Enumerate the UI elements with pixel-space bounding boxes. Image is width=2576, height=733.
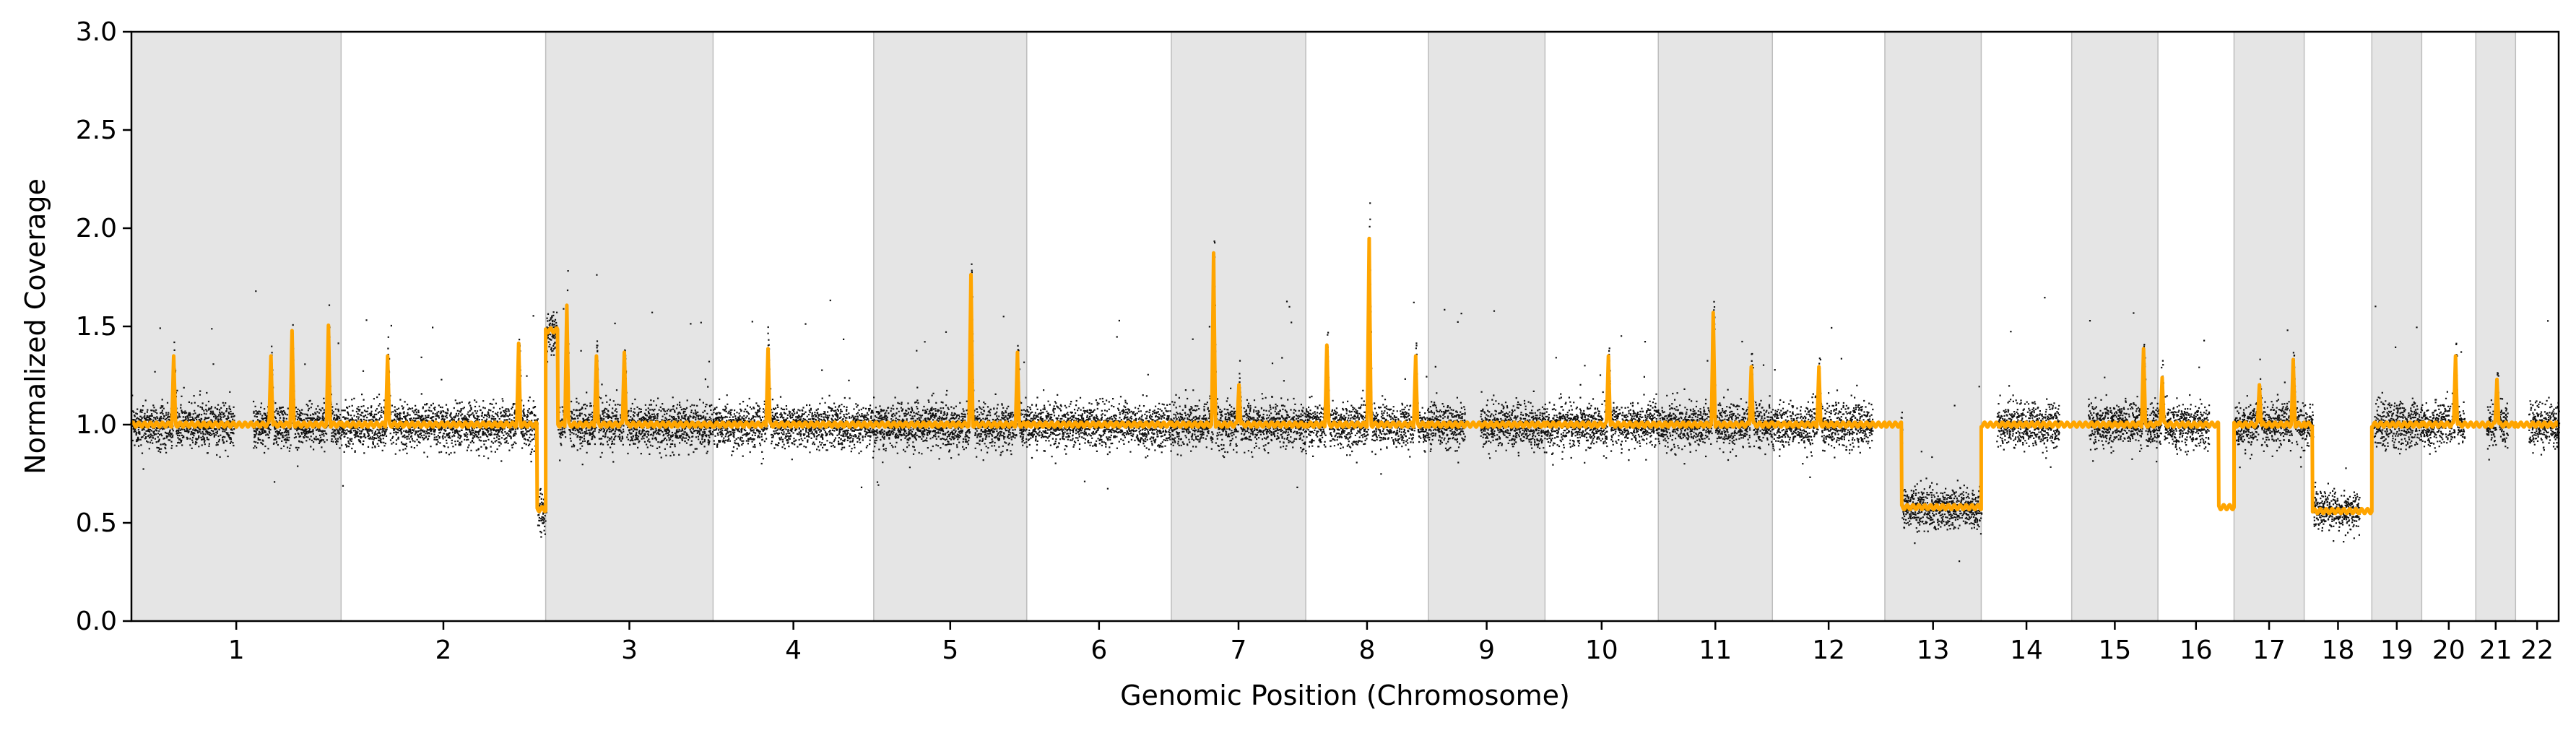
x-tick-label-chr6: 6 xyxy=(1090,636,1107,665)
segment-line-layer xyxy=(129,236,2561,516)
y-tick-label: 2.0 xyxy=(76,214,117,243)
x-tick-label-chr14: 14 xyxy=(2010,636,2043,665)
x-tick-label-chr5: 5 xyxy=(942,636,958,665)
plot-frame xyxy=(130,30,2560,623)
chromosome-shade-1 xyxy=(131,31,342,622)
y-axis: 0.0 0.5 1.0 1.5 2.0 2.5 3.0 xyxy=(76,17,131,636)
x-tick-label-chr1: 1 xyxy=(228,636,245,665)
chromosome-shade-9 xyxy=(1428,31,1546,622)
x-tick-label-chr17: 17 xyxy=(2252,636,2286,665)
chromosome-shade-3 xyxy=(545,31,714,622)
x-tick-label-chr19: 19 xyxy=(2380,636,2414,665)
chromosome-shade-15 xyxy=(2070,31,2159,622)
chromosome-shade-21 xyxy=(2475,31,2517,622)
chromosome-shade-13 xyxy=(1884,31,1982,622)
y-tick-label: 0.0 xyxy=(76,607,117,636)
y-tick-label: 2.5 xyxy=(76,116,117,145)
y-tick-label: 1.5 xyxy=(76,312,117,342)
x-tick-label-chr11: 11 xyxy=(1699,636,1732,665)
chromosome-shade-17 xyxy=(2233,31,2305,622)
x-tick-label-chr8: 8 xyxy=(1358,636,1375,665)
segment-line xyxy=(129,236,2561,516)
y-tick-label: 3.0 xyxy=(76,17,117,47)
x-tick-label-chr2: 2 xyxy=(435,636,452,665)
coverage-points xyxy=(131,202,2561,563)
y-tick-label: 1.0 xyxy=(76,410,117,440)
x-tick-label-chr9: 9 xyxy=(1478,636,1495,665)
chromosome-shade-11 xyxy=(1657,31,1774,622)
x-tick-label-chr18: 18 xyxy=(2322,636,2355,665)
x-tick-label-chr3: 3 xyxy=(621,636,638,665)
x-tick-label-chr15: 15 xyxy=(2098,636,2131,665)
chromosome-shade-19 xyxy=(2371,31,2423,622)
chromosome-shading xyxy=(131,31,2517,622)
coverage-point-marks xyxy=(131,202,2561,563)
x-tick-label-chr10: 10 xyxy=(1585,636,1618,665)
y-tick-label: 0.5 xyxy=(76,508,117,538)
y-axis-title: Normalized Coverage xyxy=(19,178,51,474)
x-axis: 1 2 3 4 5 6 7 8 9 10 11 12 13 14 15 16 17 18 19 20 21 22 xyxy=(228,621,2554,665)
x-tick-label-chr7: 7 xyxy=(1231,636,1247,665)
x-tick-label-chr22: 22 xyxy=(2520,636,2554,665)
x-tick-label-chr16: 16 xyxy=(2180,636,2213,665)
x-tick-label-chr20: 20 xyxy=(2432,636,2466,665)
x-axis-title: Genomic Position (Chromosome) xyxy=(1120,680,1570,711)
x-tick-label-chr13: 13 xyxy=(1917,636,1950,665)
x-tick-label-chr21: 21 xyxy=(2479,636,2512,665)
chromosome-shade-5 xyxy=(873,31,1028,622)
x-tick-label-chr4: 4 xyxy=(785,636,802,665)
chromosome-shade-7 xyxy=(1171,31,1306,622)
x-tick-label-chr12: 12 xyxy=(1812,636,1845,665)
